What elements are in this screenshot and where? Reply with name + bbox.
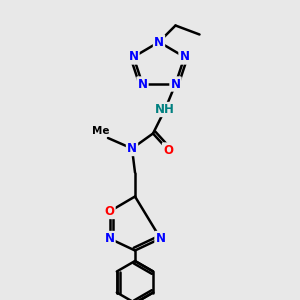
- Text: N: N: [127, 142, 137, 155]
- Text: NH: NH: [155, 103, 175, 116]
- Text: N: N: [137, 77, 148, 91]
- Text: N: N: [179, 50, 190, 64]
- Text: O: O: [163, 143, 173, 157]
- Text: N: N: [104, 232, 115, 245]
- Text: Me: Me: [92, 125, 109, 136]
- Text: N: N: [154, 35, 164, 49]
- Text: O: O: [104, 205, 115, 218]
- Text: N: N: [128, 50, 139, 64]
- Text: N: N: [170, 77, 181, 91]
- Text: N: N: [155, 232, 166, 245]
